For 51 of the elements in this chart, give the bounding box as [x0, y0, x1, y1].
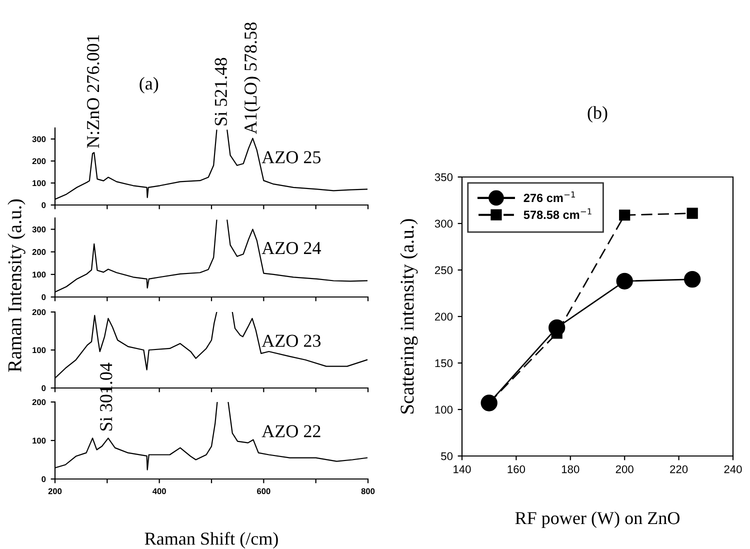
x-tick-label: 140 [454, 465, 471, 474]
y-axis-title: Raman Intensity (a.u.) [8, 199, 26, 372]
y-tick-label: 200 [434, 312, 453, 321]
y-tick-label: 100 [32, 180, 46, 186]
y-tick-label: 50 [441, 452, 453, 460]
point [686, 208, 698, 219]
annotation: Si 301.04 [100, 362, 112, 431]
y-axis-title: Scattering intensity (a.u.) [400, 219, 418, 414]
series-label: AZO 24 [262, 242, 321, 254]
chart-title: (b) [588, 106, 608, 123]
x-tick-label: 800 [361, 488, 375, 494]
y-tick-label: 350 [434, 173, 453, 182]
y-tick-label: 0 [42, 476, 46, 482]
x-tick-label: 180 [562, 465, 580, 474]
legend-label: 276 cm$^{−1}$ [524, 191, 575, 202]
y-tick-label: 0 [42, 202, 46, 208]
point [616, 272, 633, 290]
x-tick-label: 600 [257, 488, 270, 494]
series-label: AZO 22 [262, 425, 320, 438]
x-tick-label: 400 [152, 488, 166, 494]
series-label: AZO 23 [262, 334, 321, 347]
text: Si 521.48 [214, 58, 228, 126]
y-tick-label: 0 [42, 294, 46, 300]
x-tick-label: 200 [48, 488, 62, 494]
x-tick-label: 240 [724, 465, 742, 474]
y-tick-label: 200 [32, 249, 46, 255]
x-axis-title: RF power (W) on ZnO [515, 511, 680, 528]
y-tick-label: 100 [32, 347, 46, 354]
y-tick-label: 150 [435, 359, 453, 368]
x-tick-label: 220 [670, 465, 688, 474]
y-tick-label: 100 [32, 272, 46, 278]
legend-label: 578.58 cm$^{−1}$ [524, 208, 592, 220]
x-tick-label: 200 [616, 465, 634, 474]
y-tick-label: 200 [32, 158, 46, 164]
y-tick-label: 300 [32, 226, 46, 232]
point [684, 270, 701, 288]
annotation: N:ZnO 276.001 [86, 35, 100, 148]
series-label: AZO 25 [262, 151, 321, 164]
y-tick-label: 250 [434, 266, 453, 274]
y-tick-label: 100 [435, 406, 453, 414]
y-tick-label: 100 [32, 438, 46, 444]
y-tick-label: 300 [32, 136, 46, 142]
annotation: A1(LO) 578.58 [244, 22, 260, 134]
y-tick-label: 0 [42, 385, 46, 392]
y-tick-label: 200 [32, 309, 46, 316]
point [619, 210, 630, 221]
y-tick-label: 300 [434, 220, 453, 228]
x-tick-label: 160 [508, 465, 526, 474]
y-tick-label: 200 [32, 399, 46, 406]
x-axis-title: Raman Shift (/cm) [144, 532, 278, 548]
chart-title: (a) [140, 76, 158, 94]
